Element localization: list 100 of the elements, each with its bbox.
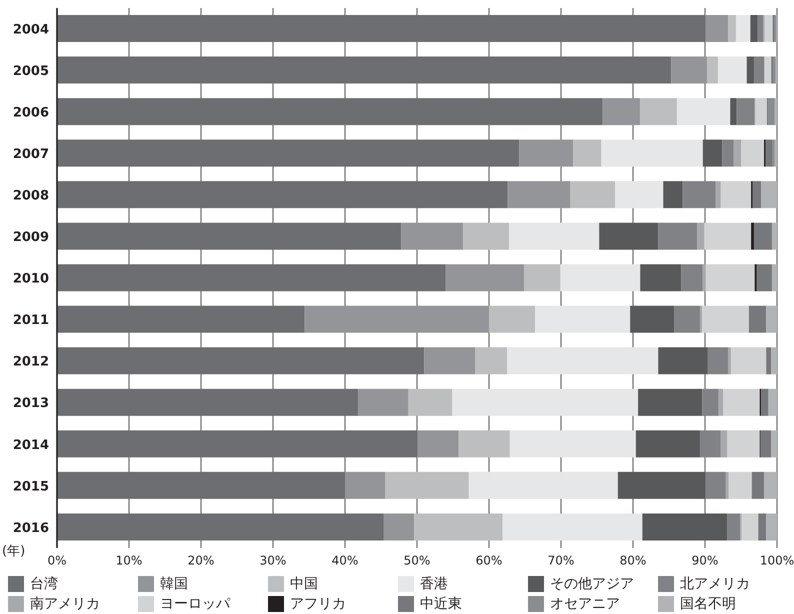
legend-label: ヨーロッパ xyxy=(160,594,230,612)
bar xyxy=(57,306,305,333)
legend-label: 台湾 xyxy=(30,574,58,592)
bar xyxy=(304,306,489,333)
bar xyxy=(708,347,728,374)
bar xyxy=(418,430,459,458)
bar xyxy=(57,472,345,499)
bar xyxy=(764,56,772,84)
bar xyxy=(760,430,772,458)
bar xyxy=(681,264,703,292)
bar xyxy=(475,347,507,374)
bar xyxy=(502,513,642,540)
bar xyxy=(468,472,618,499)
legend-label: 韓国 xyxy=(160,574,188,592)
bar xyxy=(57,264,446,292)
y-tick-label: 2015 xyxy=(12,479,49,494)
x-tick-label: 90% xyxy=(692,554,718,568)
bar xyxy=(764,15,773,42)
bar xyxy=(772,264,777,292)
legend-label: 南アメリカ xyxy=(30,594,100,612)
x-tick-label: 30% xyxy=(260,554,286,568)
bar xyxy=(727,430,760,458)
bar xyxy=(508,181,570,208)
bar xyxy=(630,306,674,333)
bar xyxy=(755,98,767,126)
bar xyxy=(599,222,658,250)
bar xyxy=(618,472,706,499)
x-tick-label: 20% xyxy=(188,554,214,568)
y-tick-label: 2006 xyxy=(12,105,49,120)
bar xyxy=(707,56,718,84)
bar xyxy=(358,388,408,416)
bar xyxy=(57,56,672,84)
bar xyxy=(601,140,703,167)
legend-label: アフリカ xyxy=(290,594,346,612)
bar xyxy=(57,98,603,126)
bar xyxy=(57,140,520,167)
y-tick-label: 2007 xyxy=(12,147,49,162)
legend-label: 中近東 xyxy=(420,594,462,612)
bar xyxy=(736,15,750,42)
legend-label: 国名不明 xyxy=(680,594,736,612)
bar xyxy=(754,222,772,250)
bar xyxy=(658,222,698,250)
bar xyxy=(728,347,731,374)
x-tick-label: 70% xyxy=(548,554,574,568)
bar xyxy=(727,513,740,540)
y-tick-label: 2004 xyxy=(12,22,49,38)
bar xyxy=(751,222,754,250)
y-tick-label: 2016 xyxy=(12,520,49,536)
bar xyxy=(636,430,700,458)
bar xyxy=(676,98,730,126)
bar xyxy=(716,181,721,208)
x-tick-label: 10% xyxy=(116,554,142,568)
y-tick-label: 2009 xyxy=(12,230,49,246)
bar xyxy=(424,347,476,374)
bar xyxy=(728,15,736,42)
y-tick-label: 2011 xyxy=(12,313,49,328)
bar xyxy=(761,388,768,416)
x-tick-label: 80% xyxy=(620,554,646,568)
bar xyxy=(766,513,777,540)
bar xyxy=(754,56,764,84)
bar xyxy=(758,15,764,42)
bar xyxy=(401,222,464,250)
bar xyxy=(706,264,755,292)
bar xyxy=(766,347,772,374)
bar xyxy=(758,513,766,540)
bar xyxy=(57,430,418,458)
bar xyxy=(730,98,737,126)
bar xyxy=(658,347,708,374)
bar xyxy=(535,306,630,333)
bar xyxy=(642,513,728,540)
bar xyxy=(697,222,704,250)
bar xyxy=(702,306,749,333)
x-tick-label: 0% xyxy=(47,554,67,568)
bar xyxy=(671,56,708,84)
bar xyxy=(674,306,700,333)
bar xyxy=(752,181,762,208)
bar xyxy=(384,513,414,540)
bar xyxy=(408,388,452,416)
legend-label: 北アメリカ xyxy=(680,574,750,592)
bar xyxy=(700,306,702,333)
bar xyxy=(524,264,560,292)
bar xyxy=(723,388,760,416)
bar xyxy=(748,306,766,333)
bar xyxy=(771,347,777,374)
y-tick-label: 2012 xyxy=(12,354,49,370)
bar xyxy=(573,140,602,167)
bar xyxy=(510,430,636,458)
bar xyxy=(57,15,706,42)
bar xyxy=(640,264,682,292)
bar xyxy=(702,140,722,167)
bar xyxy=(742,513,758,540)
bar xyxy=(519,140,574,167)
bar xyxy=(771,430,777,458)
bar xyxy=(741,140,764,167)
x-tick-label: 40% xyxy=(332,554,358,568)
x-tick-label: 60% xyxy=(476,554,502,568)
bar xyxy=(640,98,677,126)
bar xyxy=(638,388,702,416)
bar xyxy=(663,181,683,208)
legend-label: オセアニア xyxy=(550,594,620,612)
